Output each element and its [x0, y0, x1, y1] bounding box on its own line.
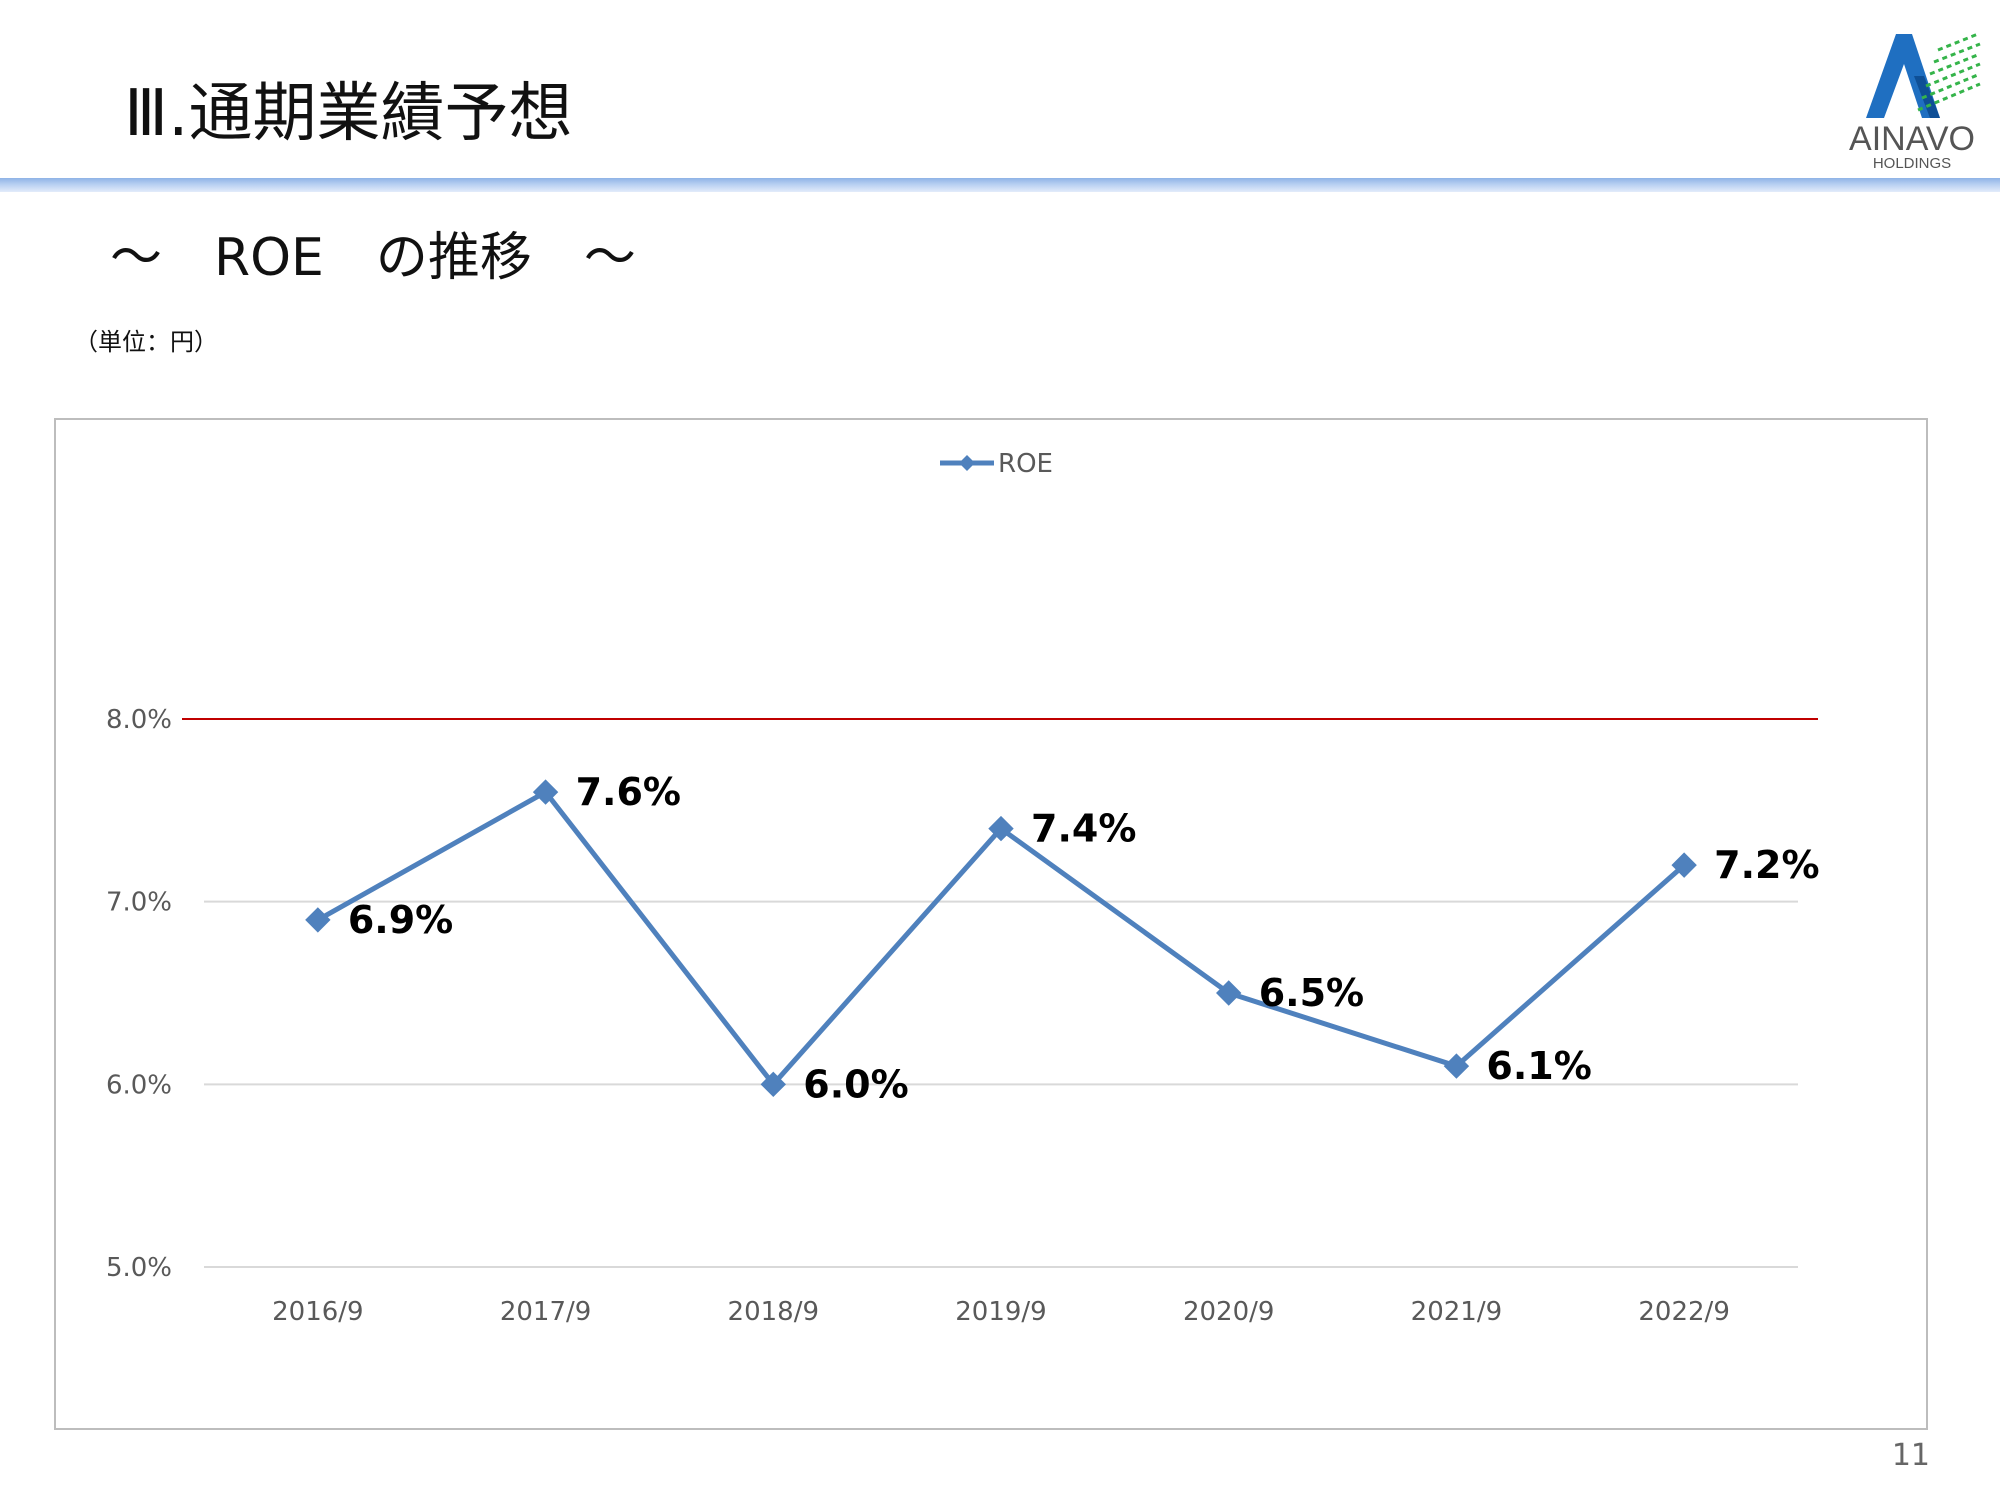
roe-data-label: 6.9% [348, 898, 453, 942]
grid-lines [204, 900, 1798, 1268]
unit-note: （単位：円） [74, 328, 218, 356]
slide-title: Ⅲ.通期業績予想 [124, 77, 573, 151]
x-tick-label: 2018/9 [728, 1297, 819, 1327]
company-logo: AINAVO HOLDINGS [1842, 30, 1982, 180]
legend: ROE [940, 449, 1053, 479]
roe-point-marker [305, 907, 331, 933]
roe-point-marker [1671, 852, 1697, 878]
y-tick-label: 8.0% [106, 705, 172, 735]
x-tick-label: 2017/9 [500, 1297, 591, 1327]
chart-subtitle: ～ ROE の推移 ～ [110, 228, 636, 288]
x-tick-label: 2019/9 [955, 1297, 1046, 1327]
roe-data-label: 7.2% [1714, 843, 1819, 887]
roe-data-label: 7.4% [1031, 807, 1136, 851]
logo-subtext: HOLDINGS [1872, 155, 1952, 172]
legend-diamond-icon [959, 455, 975, 471]
y-tick-label: 7.0% [106, 888, 172, 918]
roe-point-marker [1443, 1053, 1470, 1079]
roe-data-label: 7.6% [576, 770, 681, 814]
roe-data-label: 6.5% [1259, 971, 1364, 1015]
roe-point-marker [760, 1071, 786, 1098]
series-group [305, 779, 1697, 1098]
x-tick-label: 2020/9 [1183, 1297, 1274, 1327]
roe-data-label: 6.0% [803, 1062, 908, 1106]
legend-label: ROE [998, 449, 1053, 479]
roe-point-marker [1216, 980, 1242, 1006]
roe-point-marker [988, 815, 1014, 842]
slide-header: Ⅲ.通期業績予想 AINAVO HOLDINGS [0, 0, 2000, 192]
logo-wordmark: AINAVO [1849, 120, 1975, 158]
roe-point-marker [532, 779, 559, 805]
y-tick-label: 6.0% [106, 1070, 172, 1100]
roe-data-label: 6.1% [1486, 1044, 1591, 1088]
logo-mark-icon [1866, 32, 1981, 118]
axis-labels: 5.0% 6.0% 7.0% 8.0% 2016/9 2017/9 2018/9 2019/9… [106, 705, 1730, 1327]
data-labels: 6.9% 7.6% 6.0% 7.4% 6.5% 6.1% 7.2% [348, 770, 1820, 1106]
page-number: 11 [1891, 1438, 1930, 1473]
x-tick-label: 2022/9 [1638, 1297, 1729, 1327]
x-tick-label: 2021/9 [1411, 1297, 1502, 1327]
header-divider [0, 178, 2000, 192]
y-tick-label: 5.0% [106, 1253, 172, 1283]
x-tick-label: 2016/9 [272, 1297, 363, 1327]
